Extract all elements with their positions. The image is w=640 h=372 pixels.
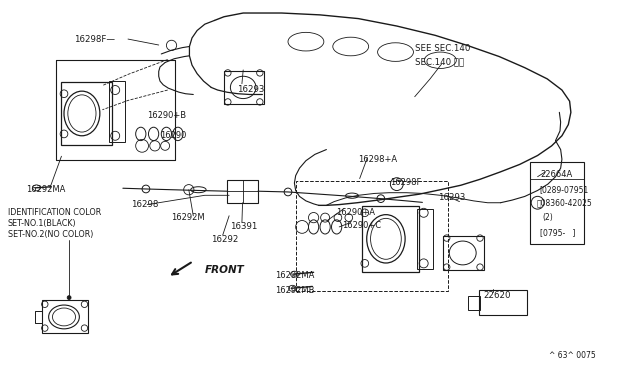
Text: 16290: 16290 bbox=[160, 131, 186, 140]
Text: SEC.140 参照: SEC.140 参照 bbox=[415, 57, 464, 66]
Text: 16293: 16293 bbox=[237, 85, 264, 94]
Text: 16290+B: 16290+B bbox=[147, 111, 186, 120]
Text: 16290+A: 16290+A bbox=[336, 208, 375, 217]
Text: (2): (2) bbox=[543, 213, 554, 222]
Bar bbox=[56, 60, 175, 160]
Bar bbox=[417, 209, 433, 269]
Bar bbox=[61, 82, 112, 145]
Text: FRONT: FRONT bbox=[205, 265, 244, 275]
Text: 16391: 16391 bbox=[230, 222, 258, 231]
Text: 16298F: 16298F bbox=[390, 178, 422, 187]
Text: 16298+A: 16298+A bbox=[358, 155, 397, 164]
Bar bbox=[42, 300, 88, 333]
Text: 22664A: 22664A bbox=[541, 170, 573, 179]
Circle shape bbox=[377, 195, 385, 202]
Text: 16292MA: 16292MA bbox=[275, 271, 315, 280]
Text: [0795-   ]: [0795- ] bbox=[540, 228, 575, 237]
Bar bbox=[296, 181, 448, 291]
Text: [0289-07951: [0289-07951 bbox=[540, 185, 589, 194]
Circle shape bbox=[67, 296, 71, 299]
Text: 16298F—: 16298F— bbox=[74, 35, 115, 44]
Bar bbox=[224, 71, 264, 104]
Circle shape bbox=[284, 188, 292, 196]
Text: Ⓢ08360-42025: Ⓢ08360-42025 bbox=[537, 198, 593, 207]
Text: ^ 63^ 0075: ^ 63^ 0075 bbox=[549, 351, 596, 360]
Bar bbox=[468, 296, 480, 310]
Circle shape bbox=[142, 185, 150, 193]
Text: 16290+C: 16290+C bbox=[342, 221, 381, 230]
Bar bbox=[530, 162, 584, 244]
Bar bbox=[56, 60, 175, 160]
Text: 16298: 16298 bbox=[131, 200, 159, 209]
Bar bbox=[479, 290, 527, 315]
Text: SET-NO.1(BLACK): SET-NO.1(BLACK) bbox=[8, 219, 76, 228]
Text: 16292MB: 16292MB bbox=[275, 286, 315, 295]
Text: SEE SEC.140: SEE SEC.140 bbox=[415, 44, 470, 53]
Bar bbox=[362, 206, 419, 272]
Text: SET-NO.2(NO COLOR): SET-NO.2(NO COLOR) bbox=[8, 230, 93, 239]
Text: IDENTIFICATION COLOR: IDENTIFICATION COLOR bbox=[8, 208, 101, 217]
Bar bbox=[109, 81, 125, 142]
Text: 16292M: 16292M bbox=[172, 213, 205, 222]
Text: 22620: 22620 bbox=[484, 291, 511, 300]
Text: 16292: 16292 bbox=[211, 235, 239, 244]
Bar bbox=[227, 180, 258, 203]
Text: 16292MA: 16292MA bbox=[26, 185, 65, 194]
Bar bbox=[443, 236, 484, 270]
Text: 16293: 16293 bbox=[438, 193, 466, 202]
